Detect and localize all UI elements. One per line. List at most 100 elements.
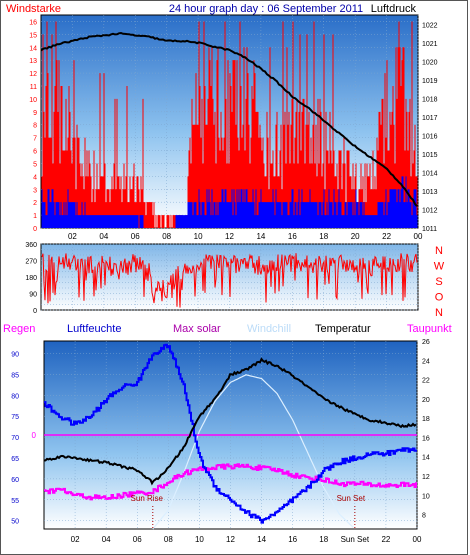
time-tick-label: 22: [382, 232, 391, 241]
sunset-label: Sun Set: [337, 494, 366, 503]
wind-speed-tick-label: 13: [29, 58, 37, 65]
series-pressure: [40, 31, 418, 207]
temperature-tick-label: 24: [422, 358, 430, 365]
time-tick-label: 12: [226, 535, 235, 544]
wind-speed-tick-label: 12: [29, 71, 37, 78]
direction-tick-label: 90: [29, 292, 37, 299]
pressure-tick-label: 1020: [422, 59, 438, 66]
pressure-tick-label: 1017: [422, 115, 438, 122]
legend-humidity: Luftfeuchte: [67, 323, 121, 335]
compass-letter: N: [435, 245, 443, 257]
pressure-axis-title: Luftdruck: [371, 3, 417, 15]
pressure-tick-label: 1021: [422, 41, 438, 48]
time-tick-label: 10: [195, 535, 204, 544]
time-tick-label: 04: [99, 232, 108, 241]
pressure-tick-label: 1014: [422, 170, 438, 177]
temperature-tick-label: 22: [422, 378, 430, 385]
legend-max-solar: Max solar: [173, 323, 221, 335]
time-tick-label: 20: [351, 232, 360, 241]
chart-title: 24 hour graph day : 06 September 2011: [169, 3, 363, 15]
wind-speed-tick-label: 11: [30, 84, 37, 91]
time-tick-label: 08: [164, 535, 173, 544]
legend-temperature: Temperatur: [315, 323, 371, 335]
time-tick-label: 02: [68, 232, 77, 241]
temperature-tick-label: 8: [422, 513, 426, 520]
temperature-tick-label: 20: [422, 397, 430, 404]
time-tick-label: 16: [288, 535, 297, 544]
humidity-tick-label: 65: [11, 456, 19, 463]
wind-speed-tick-label: 14: [29, 45, 37, 52]
humidity-tick-label: 90: [11, 352, 19, 359]
series-wind-direction: [41, 253, 418, 308]
pressure-tick-label: 1011: [422, 226, 437, 233]
time-tick-label: 00: [414, 232, 423, 241]
wind-speed-tick-label: 5: [33, 161, 37, 168]
time-tick-label: 14: [257, 535, 266, 544]
wind-speed-tick-label: 3: [33, 187, 37, 194]
compass-letter: W: [434, 261, 445, 273]
pressure-tick-label: 1016: [422, 133, 438, 140]
wind-speed-tick-label: 9: [33, 110, 37, 117]
series-humidity: [44, 343, 417, 524]
wind-speed-tick-label: 15: [29, 32, 37, 39]
temperature-tick-label: 14: [422, 455, 430, 462]
temperature-tick-label: 12: [422, 474, 430, 481]
time-tick-label: 06: [133, 535, 142, 544]
direction-tick-label: 270: [25, 259, 37, 266]
compass-letter: N: [435, 307, 443, 319]
wind-speed-tick-label: 1: [33, 213, 37, 220]
rain-value-label: 0: [32, 431, 37, 440]
time-tick-label: 12: [225, 232, 234, 241]
pressure-tick-label: 1022: [422, 22, 438, 29]
wind-speed-axis-title: Windstarke: [6, 3, 61, 15]
pressure-tick-label: 1012: [422, 207, 438, 214]
sunrise-label: Sun Rise: [131, 494, 164, 503]
time-tick-label: 18: [319, 535, 328, 544]
wind-speed-tick-label: 6: [33, 149, 37, 156]
humidity-tick-label: 70: [11, 435, 19, 442]
direction-tick-label: 360: [25, 242, 37, 249]
humidity-tick-label: 85: [11, 372, 19, 379]
pressure-tick-label: 1018: [422, 96, 438, 103]
wind-speed-tick-label: 10: [29, 97, 37, 104]
series-temperature: [43, 357, 417, 486]
series-dewpoint: [44, 463, 417, 501]
time-tick-label: 16: [288, 232, 297, 241]
wind-speed-tick-label: 8: [33, 123, 37, 130]
temperature-tick-label: 10: [422, 493, 430, 500]
direction-tick-label: 0: [33, 308, 37, 315]
time-tick-label: Sun Set: [341, 535, 370, 544]
time-tick-label: 08: [162, 232, 171, 241]
series-wind-avg: [41, 176, 418, 228]
time-tick-label: 22: [381, 535, 390, 544]
humidity-tick-label: 55: [11, 498, 19, 505]
wind-speed-tick-label: 0: [33, 226, 37, 233]
pressure-tick-label: 1013: [422, 189, 438, 196]
wind-speed-tick-label: 16: [29, 19, 37, 26]
time-tick-label: 06: [131, 232, 140, 241]
legend-rain: Regen: [3, 323, 35, 335]
compass-letter: O: [435, 292, 444, 304]
time-tick-label: 02: [71, 535, 80, 544]
time-tick-label: 00: [413, 535, 422, 544]
pressure-tick-label: 1019: [422, 78, 438, 85]
humidity-tick-label: 50: [11, 519, 19, 526]
temperature-tick-label: 26: [422, 339, 430, 346]
legend-dewpoint: Taupunkt: [407, 323, 452, 335]
time-tick-label: 04: [102, 535, 111, 544]
legend-windchill: Windchill: [247, 323, 291, 335]
humidity-tick-label: 80: [11, 393, 19, 400]
wind-speed-tick-label: 4: [33, 174, 37, 181]
humidity-tick-label: 75: [11, 414, 19, 421]
pressure-tick-label: 1015: [422, 152, 438, 159]
humidity-tick-label: 60: [11, 477, 19, 484]
temperature-tick-label: 16: [422, 435, 430, 442]
temperature-tick-label: 18: [422, 416, 430, 423]
wind-speed-tick-label: 2: [33, 200, 37, 207]
compass-letter: S: [435, 276, 442, 288]
time-tick-label: 14: [256, 232, 265, 241]
direction-tick-label: 180: [25, 275, 37, 282]
time-tick-label: 10: [194, 232, 203, 241]
